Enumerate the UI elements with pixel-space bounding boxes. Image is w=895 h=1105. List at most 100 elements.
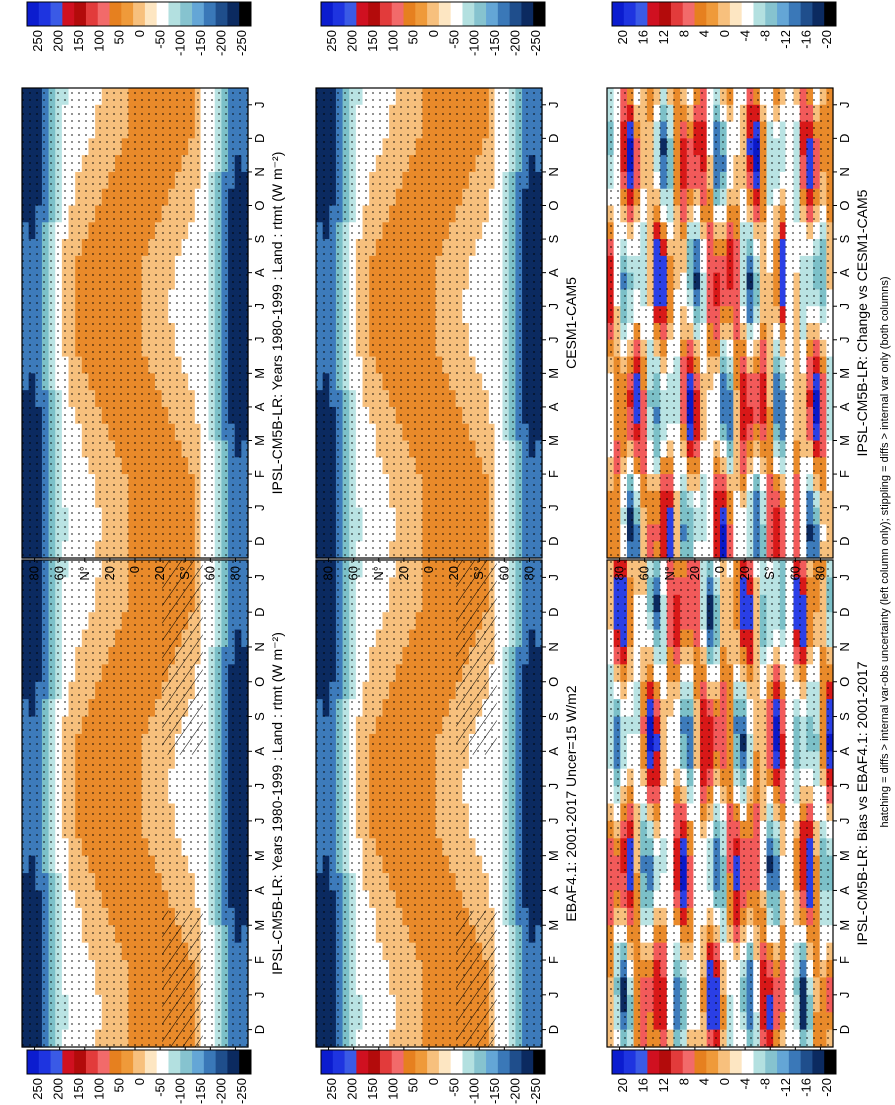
stippling [22, 560, 248, 1047]
month-tick-label: J [546, 102, 561, 109]
month-tick-label: M [546, 850, 561, 861]
colorbar-segment [321, 1050, 334, 1074]
chart-title: IPSL-CM5B-LR: Years 1980-1999 : Land : r… [269, 632, 285, 975]
colorbar-segment [215, 2, 228, 26]
colorbar-segment [403, 1050, 416, 1074]
month-tick-label: F [252, 956, 267, 964]
month-tick-label: J [546, 783, 561, 790]
colorbar-segment [368, 1050, 381, 1074]
lat-tick-label: 20 [102, 566, 117, 580]
month-tick-label: A [252, 747, 267, 756]
colorbar-segment [533, 1050, 546, 1074]
colorbar-tick-label: 100 [385, 30, 400, 52]
colorbar-segment [462, 1050, 475, 1074]
month-tick-label: M [252, 920, 267, 931]
lat-tick-label: N° [77, 566, 92, 581]
colorbar-frame [320, 1049, 546, 1075]
colorbar-segment [180, 1050, 193, 1074]
month-tick-label: M [252, 850, 267, 861]
colorbar-segment [38, 1050, 52, 1074]
hatching [162, 560, 203, 755]
colorbar-segment [332, 2, 346, 26]
colorbar-tick-label: 50 [112, 30, 127, 44]
month-tick-label: J [252, 337, 267, 344]
colorbar-segment [62, 1050, 75, 1074]
colorbar-tick-label: 150 [71, 30, 86, 52]
colorbar-tick-label: -250 [234, 1078, 249, 1104]
month-tick-label: J [252, 992, 267, 999]
colorbar-segment [497, 1050, 511, 1074]
month-tick-label: D [252, 134, 267, 143]
colorbar-segment [497, 2, 511, 26]
colorbar-segment [203, 2, 217, 26]
hatching [456, 560, 497, 755]
colorbar-segment [474, 1050, 487, 1074]
lat-tick-label: 60 [346, 566, 361, 580]
month-tick-label: J [546, 303, 561, 310]
month-tick-label: M [546, 435, 561, 446]
colorbar-tick-label: 200 [345, 1078, 360, 1100]
colorbar-tick-label: 0 [426, 30, 441, 37]
lat-tick-label: 0 [127, 566, 142, 573]
colorbar-tick-label: -50 [446, 30, 461, 49]
colorbar-segment [74, 2, 87, 26]
month-tick-label: A [252, 268, 267, 277]
chart-title: IPSL-CM5B-LR: Years 1980-1999 : Land : r… [269, 152, 285, 495]
colorbar-tick-label: -100 [173, 1078, 188, 1104]
month-tick-label: J [546, 992, 561, 999]
month-tick-label: J [546, 337, 561, 344]
colorbar-segment [62, 2, 75, 26]
colorbar-segment [521, 1050, 534, 1074]
lat-tick-label: 60 [496, 566, 511, 580]
month-tick-label: S [252, 234, 267, 243]
month-tick-label: N [546, 167, 561, 176]
colorbar-tick-label: 50 [406, 1078, 421, 1092]
colorbar-segment [415, 2, 428, 26]
colorbar-segment [192, 1050, 205, 1074]
colorbar-tick-label: -100 [467, 1078, 482, 1104]
colorbar-segment [239, 2, 252, 26]
colorbar-tick-label: -50 [152, 30, 167, 49]
colorbar-tick-label: -50 [152, 1078, 167, 1097]
colorbar-segment [85, 1050, 99, 1074]
colorbar-tick-label: 150 [365, 1078, 380, 1100]
month-tick-label: O [546, 677, 561, 687]
colorbar-tick-label: 50 [406, 30, 421, 44]
chart-panel: 80 60 N° 20 0 20 S° 60 80DJFMAMJJASONDJCESM1-CAM… [315, 1, 579, 581]
colorbar-segment [121, 1050, 134, 1074]
colorbar-tick-label: 0 [132, 1078, 147, 1085]
colorbar-segment [85, 2, 99, 26]
colorbar-segment [156, 1050, 169, 1074]
colorbar-tick-label: 250 [30, 30, 45, 52]
colorbar-segment [227, 1050, 240, 1074]
colorbar-tick-label: -250 [234, 30, 249, 56]
colorbar-segment [74, 1050, 87, 1074]
colorbar-segment [379, 1050, 393, 1074]
stippling [22, 88, 248, 558]
colorbar-tick-label: 250 [324, 1078, 339, 1100]
month-tick-label: J [252, 574, 267, 581]
lat-tick-label: 80 [227, 566, 242, 580]
colorbar-segment [450, 2, 463, 26]
colorbar-tick-label: -100 [467, 30, 482, 56]
colorbar-tick-label: 200 [51, 1078, 66, 1100]
month-tick-label: D [546, 537, 561, 546]
month-tick-label: D [546, 134, 561, 143]
colorbar-tick-label: 200 [51, 30, 66, 52]
colorbar-frame [320, 1, 546, 27]
colorbar-segment [27, 1050, 40, 1074]
colorbar-segment [486, 2, 499, 26]
chart-panel: 8060N°20020S°6080DJFMAMJJASONDJIPSL-CM5B… [21, 559, 285, 1104]
hatching [162, 910, 203, 1047]
colorbar-segment [227, 2, 240, 26]
lat-tick-label: S° [177, 566, 192, 580]
month-tick-label: N [546, 642, 561, 651]
colorbar-segment [474, 2, 487, 26]
colorbar-segment [133, 1050, 146, 1074]
chart-panel: 8060N°20020S°6080DJFMAMJJASONDJEBAF4.1: … [315, 559, 579, 1104]
hatching [456, 910, 497, 1047]
colorbar-segment [368, 2, 381, 26]
colorbar-segment [427, 1050, 440, 1074]
